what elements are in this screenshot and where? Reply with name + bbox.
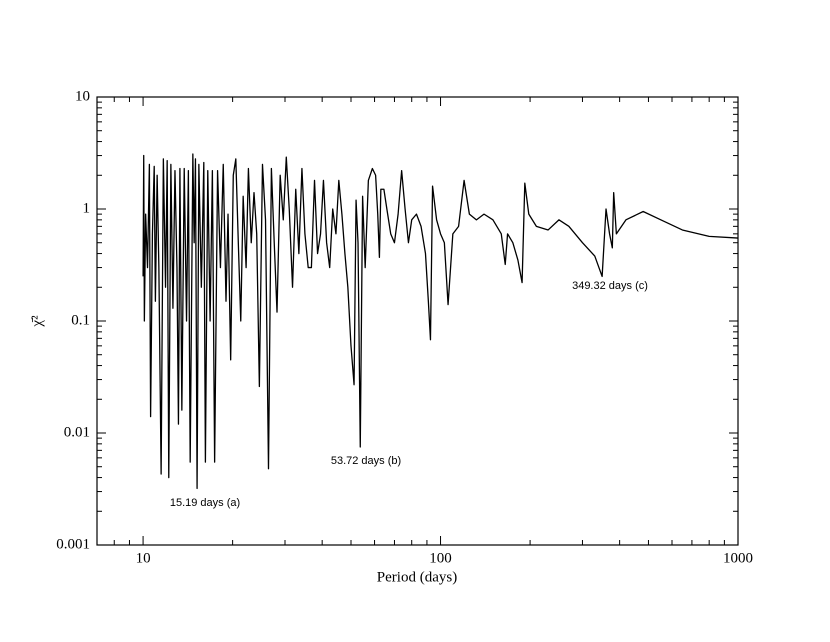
- x-tick-label: 1000: [723, 550, 753, 566]
- annotation: 349.32 days (c): [572, 280, 648, 292]
- annotation: 15.19 days (a): [170, 497, 240, 509]
- data-line: [142, 153, 739, 490]
- y-tick-label: 0.001: [56, 536, 90, 552]
- x-axis-label: Period (days): [377, 569, 457, 585]
- annotation: 53.72 days (b): [331, 455, 401, 467]
- y-axis-label: χ̄²: [29, 315, 45, 328]
- x-tick-label: 10: [136, 550, 151, 566]
- y-tick-label: 0.1: [71, 312, 90, 328]
- y-tick-label: 10: [75, 88, 90, 104]
- y-tick-label: 1: [83, 200, 91, 216]
- y-tick-label: 0.01: [64, 424, 90, 440]
- x-tick-label: 100: [429, 550, 452, 566]
